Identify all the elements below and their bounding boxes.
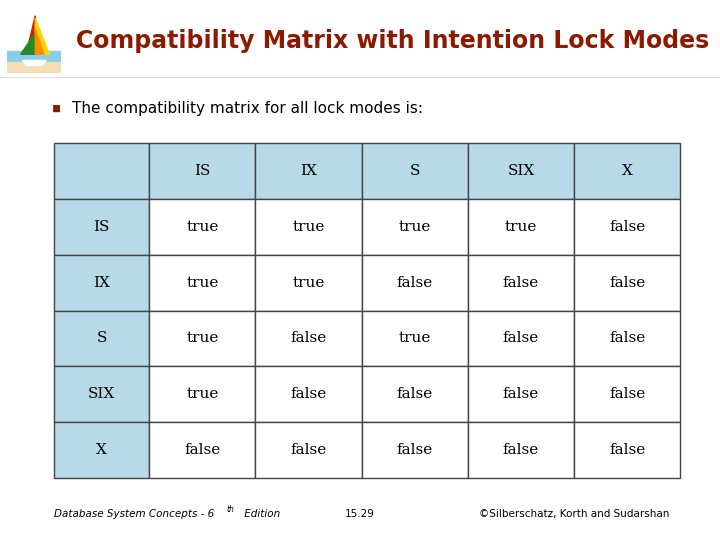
Text: false: false bbox=[609, 275, 645, 289]
Bar bbox=[361, 422, 468, 478]
Polygon shape bbox=[35, 29, 44, 54]
Text: IX: IX bbox=[300, 164, 317, 178]
Text: ©Silberschatz, Korth and Sudarshan: ©Silberschatz, Korth and Sudarshan bbox=[480, 509, 670, 519]
Text: false: false bbox=[184, 443, 220, 457]
Bar bbox=[149, 310, 256, 366]
Text: SIX: SIX bbox=[88, 387, 115, 401]
Bar bbox=[256, 143, 361, 199]
Bar bbox=[574, 255, 680, 310]
Text: false: false bbox=[290, 387, 327, 401]
Text: IS: IS bbox=[94, 220, 110, 234]
Bar bbox=[54, 143, 149, 199]
Polygon shape bbox=[35, 18, 49, 54]
Text: false: false bbox=[503, 443, 539, 457]
Bar bbox=[149, 143, 256, 199]
Text: false: false bbox=[609, 387, 645, 401]
Bar bbox=[7, 51, 61, 73]
Text: false: false bbox=[503, 332, 539, 346]
Bar bbox=[149, 366, 256, 422]
Bar bbox=[0, 77, 720, 78]
Text: true: true bbox=[505, 220, 537, 234]
Bar bbox=[54, 199, 149, 255]
Bar bbox=[361, 310, 468, 366]
Polygon shape bbox=[22, 60, 46, 65]
Text: true: true bbox=[399, 332, 431, 346]
Text: true: true bbox=[292, 275, 325, 289]
Bar bbox=[468, 143, 574, 199]
Text: true: true bbox=[186, 332, 219, 346]
Bar bbox=[149, 199, 256, 255]
Bar bbox=[468, 310, 574, 366]
Text: false: false bbox=[609, 332, 645, 346]
Bar bbox=[574, 366, 680, 422]
Text: false: false bbox=[503, 387, 539, 401]
Bar bbox=[256, 310, 361, 366]
Bar bbox=[54, 255, 149, 310]
Bar bbox=[54, 310, 149, 366]
Text: false: false bbox=[397, 443, 433, 457]
Bar bbox=[574, 310, 680, 366]
Text: X: X bbox=[96, 443, 107, 457]
Text: S: S bbox=[96, 332, 107, 346]
Text: SIX: SIX bbox=[508, 164, 535, 178]
Bar bbox=[468, 255, 574, 310]
Bar bbox=[468, 199, 574, 255]
Bar bbox=[149, 422, 256, 478]
Bar bbox=[574, 199, 680, 255]
Bar bbox=[574, 143, 680, 199]
Text: th: th bbox=[226, 505, 234, 514]
Bar bbox=[256, 366, 361, 422]
Text: ◾: ◾ bbox=[52, 102, 61, 114]
Text: true: true bbox=[186, 220, 219, 234]
Bar bbox=[361, 143, 468, 199]
Bar bbox=[361, 199, 468, 255]
Text: IS: IS bbox=[194, 164, 210, 178]
Text: Compatibility Matrix with Intention Lock Modes: Compatibility Matrix with Intention Lock… bbox=[76, 29, 709, 53]
Text: false: false bbox=[397, 275, 433, 289]
Text: IX: IX bbox=[93, 275, 110, 289]
Text: false: false bbox=[503, 275, 539, 289]
Text: false: false bbox=[397, 387, 433, 401]
Text: Database System Concepts - 6: Database System Concepts - 6 bbox=[54, 509, 215, 519]
Text: The compatibility matrix for all lock modes is:: The compatibility matrix for all lock mo… bbox=[72, 100, 423, 116]
Polygon shape bbox=[21, 32, 35, 54]
Text: Edition: Edition bbox=[241, 509, 281, 519]
Text: 15.29: 15.29 bbox=[345, 509, 375, 519]
Bar bbox=[574, 422, 680, 478]
Text: false: false bbox=[290, 443, 327, 457]
Bar bbox=[54, 366, 149, 422]
Text: true: true bbox=[399, 220, 431, 234]
Text: true: true bbox=[292, 220, 325, 234]
Bar bbox=[54, 422, 149, 478]
Text: false: false bbox=[609, 220, 645, 234]
Bar bbox=[256, 422, 361, 478]
Text: S: S bbox=[410, 164, 420, 178]
Text: X: X bbox=[622, 164, 633, 178]
Bar bbox=[256, 199, 361, 255]
Bar bbox=[468, 366, 574, 422]
Bar bbox=[361, 255, 468, 310]
Bar bbox=[468, 422, 574, 478]
Text: true: true bbox=[186, 275, 219, 289]
Bar bbox=[149, 255, 256, 310]
Text: false: false bbox=[609, 443, 645, 457]
Text: false: false bbox=[290, 332, 327, 346]
Bar bbox=[256, 255, 361, 310]
Bar bbox=[7, 62, 61, 73]
Text: true: true bbox=[186, 387, 219, 401]
Polygon shape bbox=[26, 16, 35, 54]
Bar bbox=[361, 366, 468, 422]
